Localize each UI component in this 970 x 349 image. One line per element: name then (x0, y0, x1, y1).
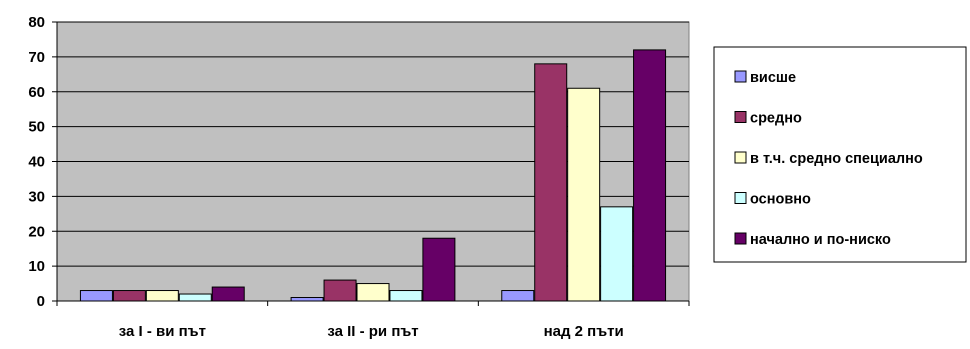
y-tick-label: 10 (28, 258, 45, 275)
bar-4-2 (389, 290, 423, 302)
y-tick-label: 30 (28, 188, 45, 205)
bars (79, 49, 667, 302)
legend-label: средно (750, 111, 802, 127)
y-tick-label: 70 (28, 49, 45, 66)
y-tick-label: 0 (37, 293, 45, 310)
bar-1-2 (290, 297, 324, 302)
x-category-label: за II - ри път (327, 323, 418, 340)
y-tick-label: 80 (28, 14, 45, 31)
x-category-label: над 2 пъти (544, 323, 624, 340)
bar-2-2 (323, 279, 357, 302)
bar-4-3 (600, 206, 634, 302)
legend-label: основно (750, 192, 811, 208)
bar-1-1 (79, 290, 113, 302)
legend-box (713, 46, 967, 263)
legend-swatch (734, 70, 747, 83)
x-axis-categories: за I - ви път за II - ри път над 2 пъти (56, 301, 690, 340)
legend-label: начално и по-ниско (750, 232, 891, 248)
bar-3-2 (356, 283, 390, 302)
bar-3-1 (145, 290, 179, 302)
legend: висше средно в т.ч. средно специално основн… (713, 46, 967, 263)
y-tick-label: 40 (28, 154, 45, 171)
bar-2-1 (112, 290, 146, 302)
legend-swatch (734, 232, 747, 245)
bar-1-3 (501, 290, 535, 302)
legend-label: в т.ч. средно специално (750, 151, 923, 167)
legend-swatch (734, 111, 747, 123)
legend-swatch (734, 192, 747, 204)
bar-5-1 (211, 286, 245, 302)
bar-5-2 (422, 237, 456, 302)
bar-2-3 (534, 63, 568, 302)
y-tick-label: 20 (28, 223, 45, 240)
bar-4-1 (178, 293, 212, 302)
y-axis-ticks: 0 10 20 30 40 50 60 70 80 (28, 14, 57, 310)
legend-label: висше (750, 70, 796, 86)
y-tick-label: 50 (28, 119, 45, 136)
bar-3-3 (567, 87, 601, 302)
y-tick-label: 60 (28, 84, 45, 101)
bar-5-3 (633, 49, 667, 302)
legend-swatch (734, 151, 747, 164)
x-category-label: за I - ви път (119, 323, 206, 340)
